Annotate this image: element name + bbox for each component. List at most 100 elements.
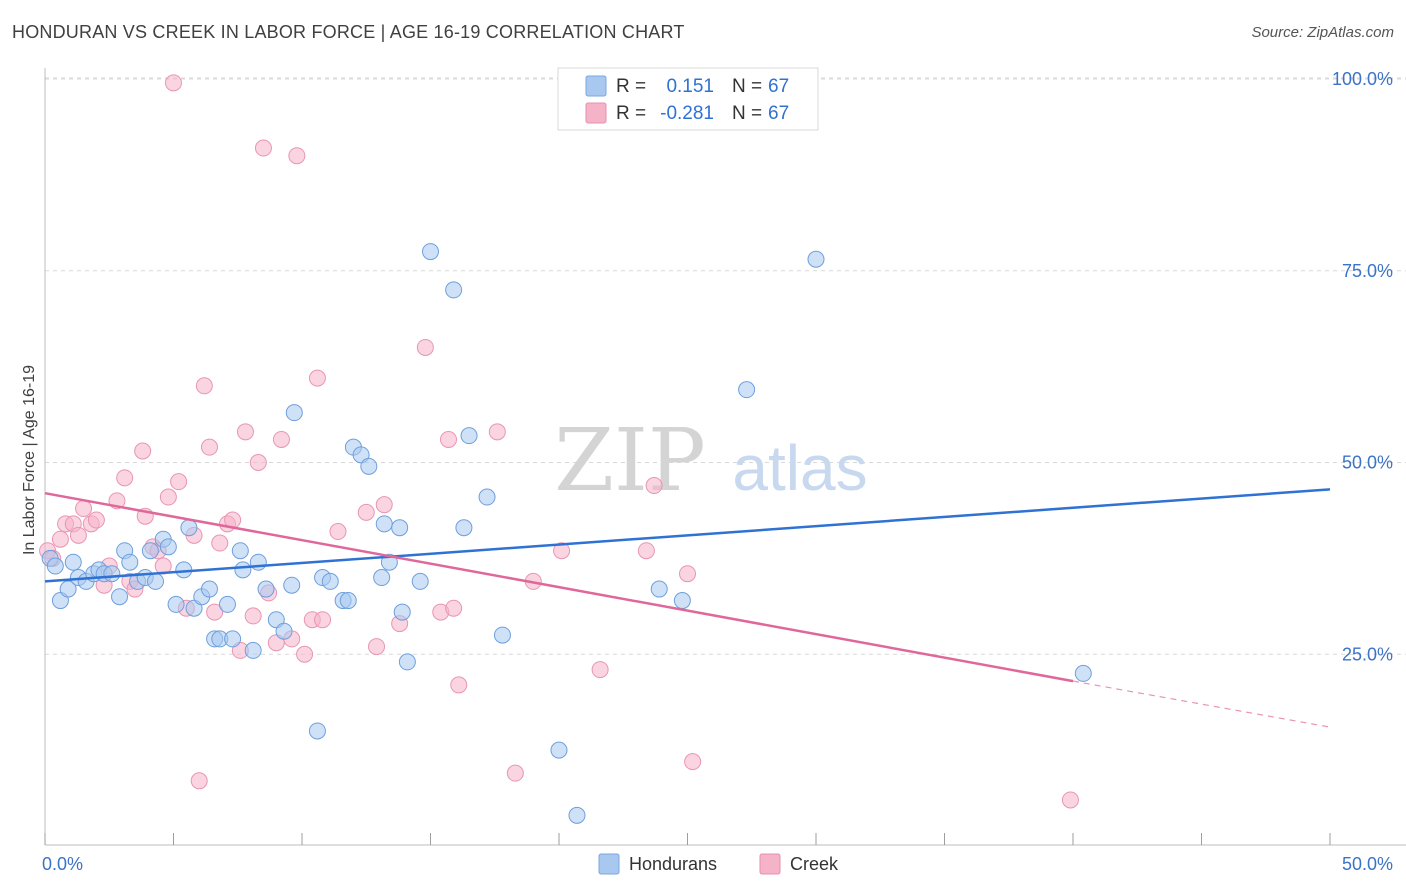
honduran-point <box>360 457 378 475</box>
creek-point <box>236 423 254 441</box>
honduran-point <box>422 243 439 261</box>
x-tick-label: 50.0% <box>1342 854 1393 874</box>
honduran-point <box>159 538 177 556</box>
honduran-point <box>200 580 218 598</box>
honduran-point <box>224 630 242 648</box>
creek-trend-extension <box>1072 680 1331 728</box>
gridlines <box>45 77 1406 655</box>
honduran-point <box>249 553 267 571</box>
legend-r-label-1: R = <box>616 76 646 97</box>
honduran-point <box>398 653 416 671</box>
creek-point <box>416 338 434 356</box>
legend-r-value-2: -0.281 <box>660 103 714 124</box>
creek-point <box>159 488 177 506</box>
creek-point <box>288 147 306 165</box>
honduran-point <box>650 580 668 598</box>
legend-hondurans-swatch <box>598 853 620 875</box>
creek-point <box>591 661 609 679</box>
creek-point <box>51 530 69 548</box>
honduran-point <box>167 595 185 613</box>
creek-point <box>249 454 267 471</box>
x-tick-label: 0.0% <box>42 854 83 874</box>
stats-legend: R = 0.151 N = 67 R = -0.281 N = 67 <box>557 67 819 131</box>
axes <box>44 68 1406 846</box>
honduran-point <box>147 572 165 590</box>
creek-trend-line <box>44 491 1074 683</box>
creek-point <box>75 500 93 518</box>
y-tick-label: 75.0% <box>1342 261 1393 281</box>
creek-point <box>190 772 208 790</box>
legend-n-label-2: N = <box>732 103 762 124</box>
creek-point <box>206 603 224 621</box>
honduran-point <box>807 250 825 268</box>
honduran-point <box>391 519 409 537</box>
honduran-point <box>738 381 756 399</box>
legend-n-value-2: 67 <box>768 103 789 124</box>
honduran-point <box>285 404 303 422</box>
honduran-point <box>141 542 159 560</box>
chart-title: HONDURAN VS CREEK IN LABOR FORCE | AGE 1… <box>12 22 685 42</box>
trend-lines <box>44 488 1331 728</box>
creek-point <box>368 638 386 656</box>
honduran-point <box>493 626 511 644</box>
legend-swatch-creek <box>585 102 607 124</box>
legend-creek-label: Creek <box>790 854 839 874</box>
creek-point <box>134 442 152 460</box>
creek-point <box>679 565 696 583</box>
legend-swatch-hondurans <box>585 75 607 97</box>
creek-point <box>244 607 262 625</box>
honduran-point <box>121 553 139 571</box>
honduran-point <box>375 515 393 533</box>
tick-labels: 25.0% 50.0% 75.0% 100.0% 0.0% 50.0% <box>42 69 1393 874</box>
honduran-point <box>46 557 64 575</box>
creek-point <box>357 503 375 521</box>
creek-point <box>195 377 213 395</box>
honduran-point <box>59 580 77 598</box>
honduran-point <box>244 641 262 659</box>
honduran-point <box>218 595 236 613</box>
creek-point <box>488 423 506 441</box>
y-tick-label: 100.0% <box>1332 69 1393 89</box>
honduran-point <box>103 565 121 583</box>
creek-point <box>170 473 188 491</box>
watermark-atlas: atlas <box>732 432 867 504</box>
honduran-point <box>111 588 129 606</box>
series-legend: Hondurans Creek <box>598 853 839 875</box>
honduran-point <box>460 427 478 445</box>
y-tick-label: 25.0% <box>1342 644 1393 664</box>
creek-point <box>637 542 655 560</box>
honduran-point <box>339 592 357 610</box>
watermark-zip: ZIP <box>554 411 706 511</box>
creek-point <box>296 645 314 663</box>
honduran-point <box>478 488 496 506</box>
creek-point <box>375 496 393 514</box>
honduran-point <box>673 592 691 610</box>
creek-point <box>200 438 218 456</box>
y-axis-label: In Labor Force | Age 16-19 <box>21 365 38 555</box>
creek-point <box>329 523 347 541</box>
honduran-point <box>550 741 568 759</box>
source-label: Source: ZipAtlas.com <box>1251 24 1394 41</box>
honduran-point <box>445 281 463 299</box>
honduran-point <box>455 519 473 537</box>
honduran-point <box>234 561 252 579</box>
legend-creek-swatch <box>759 853 781 875</box>
legend-r-value-1: 0.151 <box>666 76 714 97</box>
creek-point <box>1061 791 1079 809</box>
honduran-point <box>373 569 391 587</box>
honduran-point <box>283 576 301 594</box>
creek-point <box>116 469 134 487</box>
honduran-point <box>568 806 586 824</box>
creek-point <box>69 526 87 544</box>
honduran-point <box>321 572 339 590</box>
creek-point <box>314 611 332 629</box>
y-tick-label: 50.0% <box>1342 453 1393 473</box>
creek-point <box>165 74 182 92</box>
creek-point <box>87 511 105 529</box>
legend-n-label-1: N = <box>732 76 762 97</box>
honduran-point <box>308 722 326 740</box>
honduran-point <box>64 553 82 571</box>
creek-point <box>272 430 290 448</box>
honduran-point <box>180 519 198 537</box>
creek-point <box>553 542 571 560</box>
